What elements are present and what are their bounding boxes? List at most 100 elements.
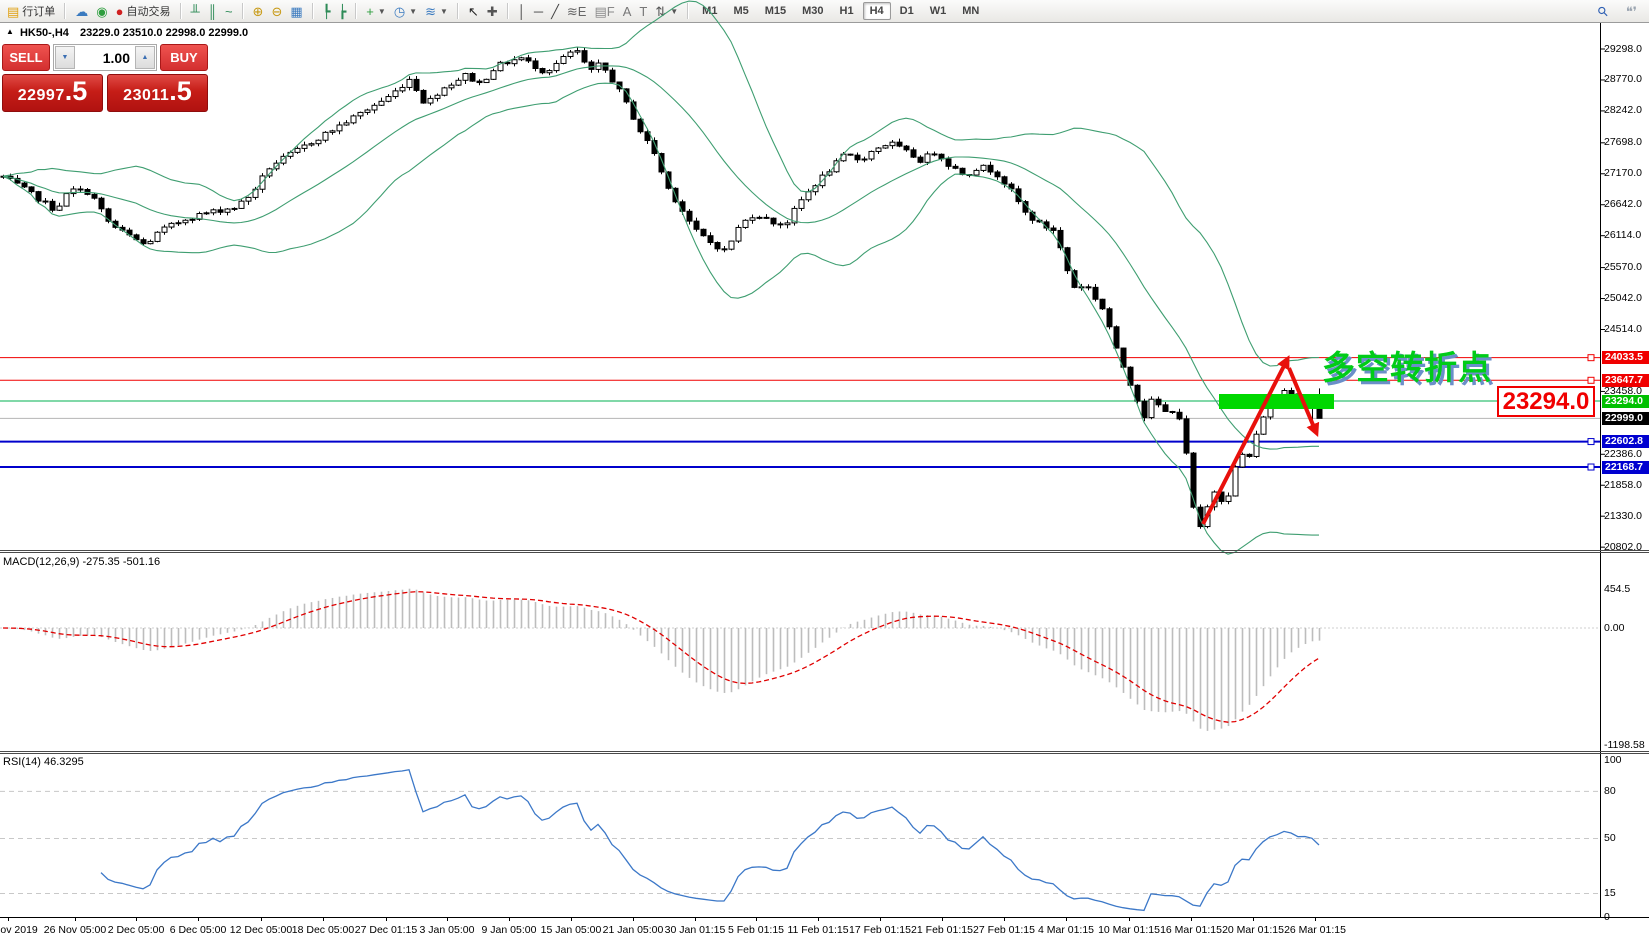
time-axis-label: 11 Feb 01:15 xyxy=(787,924,849,936)
toolbar-separator xyxy=(355,3,358,19)
volume-input[interactable] xyxy=(76,45,134,70)
price-axis-label: 26642.0 xyxy=(1604,198,1642,211)
buy-button[interactable]: BUY xyxy=(160,44,208,71)
timeframe-d1[interactable]: D1 xyxy=(899,5,914,17)
autotrade-icon: ● xyxy=(115,3,124,19)
macd-label: MACD(12,26,9) -275.35 -501.16 xyxy=(3,556,161,568)
time-axis-label: 18 Dec 05:00 xyxy=(291,924,355,936)
price-axis-label: 24514.0 xyxy=(1604,323,1642,335)
zoom-in-icon[interactable]: ⊕ xyxy=(249,1,268,21)
chart-symbol: HK50-,H4 xyxy=(19,27,69,39)
hline-price-label: 23294.0 xyxy=(1602,394,1649,408)
vertical-line-icon[interactable]: │ xyxy=(514,1,530,21)
one-click-trading-panel: SELL ▼ ▲ BUY 22997 .5 23011 .5 xyxy=(2,44,208,112)
crosshair-icon[interactable]: ✚ xyxy=(483,1,502,21)
time-axis-label: 12 Dec 05:00 xyxy=(229,924,293,936)
equidistant-channel-icon[interactable]: ≋E xyxy=(563,1,591,21)
period-icon: ◷ xyxy=(393,3,406,19)
horizontal-line-icon: ─ xyxy=(533,3,544,19)
toolbar-separator xyxy=(687,3,690,19)
dropdown-caret-icon: ▼ xyxy=(439,6,448,16)
time-axis-label: 10 Mar 01:15 xyxy=(1098,924,1160,936)
buy-price-button[interactable]: 23011 .5 xyxy=(107,74,208,112)
cursor-icon[interactable]: ↖ xyxy=(464,1,483,21)
market-depth-icon[interactable]: ☁ xyxy=(71,1,92,21)
price-axis-label: 25570.0 xyxy=(1604,261,1642,274)
toolbar-group-scroll: ┡ ┢ xyxy=(316,0,354,22)
timeframe-m5[interactable]: M5 xyxy=(733,5,749,17)
text-icon[interactable]: A xyxy=(619,1,636,21)
text-icon: A xyxy=(622,3,632,19)
price-axis-label: 21858.0 xyxy=(1604,478,1642,491)
time-axis-label: 21 Feb 01:15 xyxy=(911,924,973,936)
toolbar-group-pointer: ↖ ✚ xyxy=(461,0,505,22)
tile-windows-icon[interactable]: ▦ xyxy=(286,1,306,21)
timeframe-m15[interactable]: M15 xyxy=(764,5,787,17)
buy-price: 23011 xyxy=(123,87,170,104)
chart-ohlc: 23229.0 23510.0 22998.0 22999.0 xyxy=(79,27,249,39)
bar-chart-icon[interactable]: ╨ xyxy=(187,1,204,21)
signals-icon[interactable]: ◉ xyxy=(92,1,111,21)
toolbar-group-zoom: ⊕ ⊖ ▦ xyxy=(246,0,310,22)
new-order-icon: ▤ xyxy=(7,3,20,19)
macd-axis-label: -1198.58 xyxy=(1604,738,1645,751)
macd-axis-label: 0.00 xyxy=(1604,621,1625,634)
time-axis-label: 6 Dec 05:00 xyxy=(169,924,227,936)
new-chart-icon[interactable]: + ▼ xyxy=(362,1,390,21)
signals-icon: ◉ xyxy=(96,3,108,19)
auto-scroll-icon: ┢ xyxy=(338,3,347,19)
timeframe-group: M1 M5 M15 M30 H1 H4 D1 W1 MN xyxy=(691,0,990,22)
text-label-icon[interactable]: T xyxy=(635,1,651,21)
time-axis-label: 3 Jan 05:00 xyxy=(419,924,475,936)
chart-shift-icon[interactable]: ┡ xyxy=(319,1,335,21)
turning-point-annotation: 多空转折点 xyxy=(1322,349,1492,386)
autotrade-icon[interactable]: ● 自动交易 xyxy=(112,1,175,21)
timeframe-mn[interactable]: MN xyxy=(962,5,980,17)
chart-title: ▲ HK50-,H4 23229.0 23510.0 22998.0 22999… xyxy=(6,27,248,39)
zoom-out-icon: ⊖ xyxy=(271,3,283,19)
volume-increase-button[interactable]: ▲ xyxy=(135,46,155,69)
sell-price: 22997 xyxy=(17,87,65,104)
sell-price-button[interactable]: 22997 .5 xyxy=(2,74,103,112)
sell-button[interactable]: SELL xyxy=(2,44,50,71)
toolbar-group-services: ☁ ◉ ● 自动交易 xyxy=(68,0,177,22)
chat-icon: ❝❜ xyxy=(1625,3,1637,19)
candlestick-chart-icon: ║ xyxy=(207,3,217,19)
timeframe-h4[interactable]: H4 xyxy=(862,2,891,20)
trendline-icon[interactable]: ╱ xyxy=(547,1,563,21)
new-order-icon[interactable]: ▤ 行订单 xyxy=(3,1,59,21)
toolbar-right: ⚲ ❝❜ xyxy=(1594,1,1649,21)
time-axis-label: 26 Nov 05:00 xyxy=(43,924,107,936)
toolbar-separator xyxy=(241,3,244,19)
zoom-out-icon[interactable]: ⊖ xyxy=(267,1,286,21)
price-axis-label: 21330.0 xyxy=(1604,509,1642,522)
line-chart-icon[interactable]: ~ xyxy=(221,1,237,21)
crosshair-icon: ✚ xyxy=(486,3,498,19)
indicators-icon[interactable]: ≋ ▼ xyxy=(421,1,452,21)
timeframe-w1[interactable]: W1 xyxy=(929,5,947,17)
dropdown-caret-icon: ▼ xyxy=(670,6,679,16)
chat-icon[interactable]: ❝❜ xyxy=(1622,1,1641,21)
auto-scroll-icon[interactable]: ┢ xyxy=(334,1,350,21)
hline-price-label: 23647.7 xyxy=(1602,373,1649,387)
text-label-icon: T xyxy=(639,3,648,19)
tile-windows-icon: ▦ xyxy=(290,3,303,19)
macd-axis-label: 454.5 xyxy=(1604,582,1631,595)
timeframe-h1[interactable]: H1 xyxy=(839,5,854,17)
time-axis-label: 17 Feb 01:15 xyxy=(849,924,911,936)
candlestick-chart-icon[interactable]: ║ xyxy=(204,1,221,21)
volume-decrease-button[interactable]: ▼ xyxy=(55,46,75,69)
rsi-axis-label: 50 xyxy=(1604,832,1616,844)
horizontal-line-icon[interactable]: ─ xyxy=(530,1,547,21)
hline-price-label: 24033.5 xyxy=(1602,351,1649,365)
fibonacci-icon[interactable]: ▤F xyxy=(590,1,618,21)
price-axis-label: 28242.0 xyxy=(1604,104,1642,117)
arrows-icon[interactable]: ⇅ ▼ xyxy=(651,1,682,21)
volume-stepper[interactable]: ▼ ▲ xyxy=(53,44,157,71)
price-axis-label: 29298.0 xyxy=(1604,42,1642,55)
time-axis-label: 27 Dec 01:15 xyxy=(354,924,418,936)
period-icon[interactable]: ◷ ▼ xyxy=(390,1,421,21)
timeframe-m30[interactable]: M30 xyxy=(802,5,824,17)
time-axis-label: 20 Mar 01:15 xyxy=(1222,924,1284,936)
